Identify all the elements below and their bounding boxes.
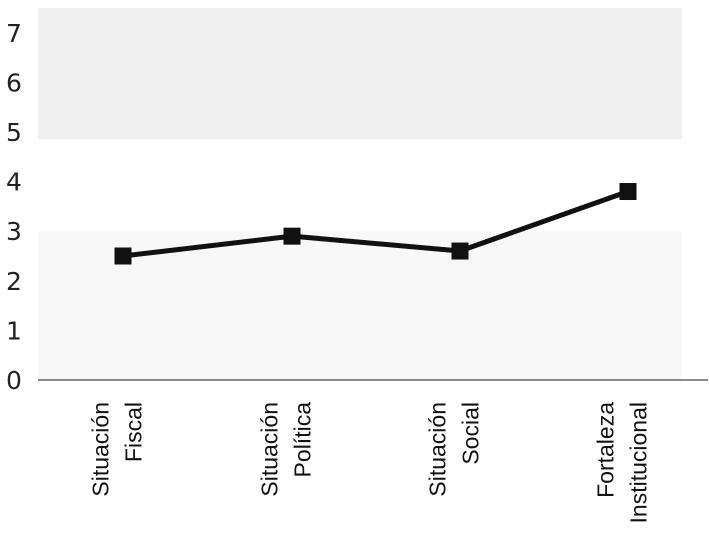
x-category-label: Social (458, 402, 484, 465)
x-axis-categories: Situación Fiscal Situación Política Situació… (88, 402, 652, 524)
y-tick-label: 2 (6, 267, 22, 296)
series-line (122, 189, 629, 259)
y-tick-label: 6 (6, 68, 22, 97)
x-category-label: Institucional (626, 402, 652, 523)
x-category-label: Fiscal (121, 402, 147, 462)
data-point-marker (114, 247, 132, 265)
y-tick-label: 1 (6, 316, 22, 345)
x-category-label: Situación (257, 402, 283, 497)
data-point-marker (283, 227, 301, 245)
x-category-label: Política (290, 402, 316, 478)
y-tick-label: 4 (6, 168, 22, 197)
background-bands (38, 8, 682, 380)
series-line-group (114, 183, 637, 265)
background-band-1 (38, 231, 682, 380)
data-point-marker (619, 183, 637, 201)
y-tick-label: 3 (6, 217, 22, 246)
x-category-label: Fortaleza (593, 402, 619, 498)
background-band-0 (38, 8, 682, 140)
y-tick-label: 7 (6, 19, 22, 48)
y-tick-label: 0 (6, 366, 22, 395)
y-tick-label: 5 (6, 118, 22, 147)
x-category-label: Situación (88, 402, 114, 497)
x-category-label: Situación (425, 402, 451, 497)
y-axis-ticks: 0 1 2 3 4 5 6 7 (6, 19, 22, 395)
data-point-marker (451, 242, 469, 260)
